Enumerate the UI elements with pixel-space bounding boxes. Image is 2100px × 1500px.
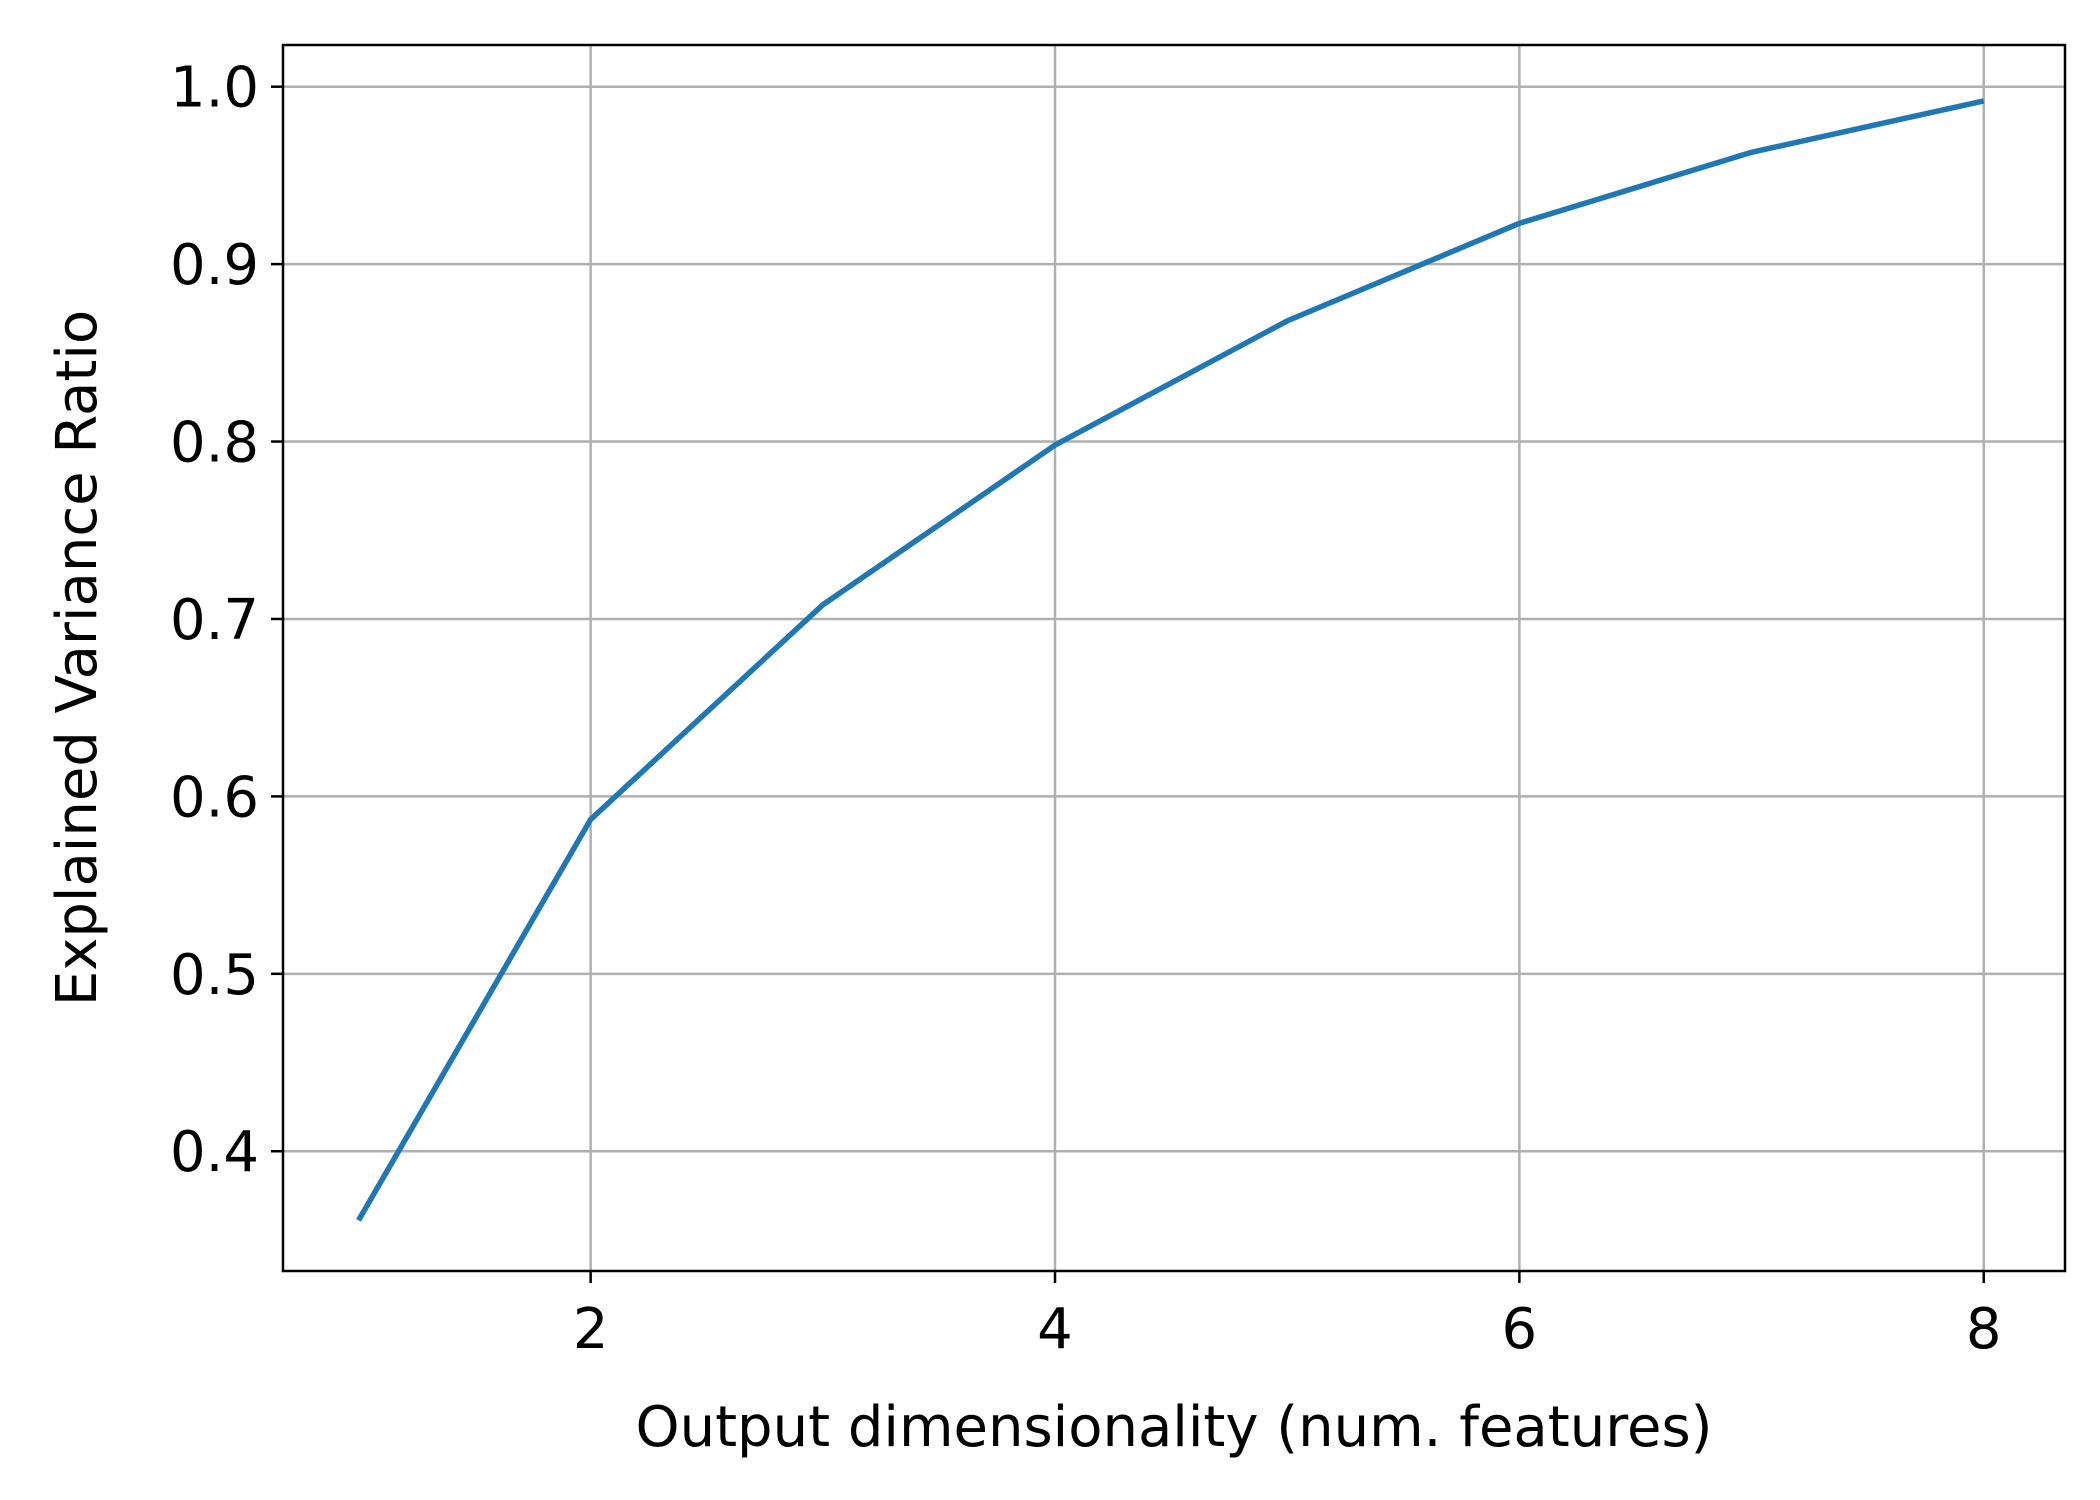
plot-frame [281,43,2067,1273]
x-tick-label: 2 [573,1297,609,1362]
x-tick-label: 4 [1037,1297,1073,1362]
y-tick-label: 0.8 [170,411,259,476]
series-layer [356,98,1985,1222]
y-tick-label: 0.4 [170,1120,259,1185]
x-axis-label: Output dimensionality (num. features) [636,1395,1713,1460]
y-tick-label: 1.0 [170,56,259,121]
series-line-1 [356,98,1985,1222]
y-tick-label: 0.5 [170,943,259,1008]
x-tick-label: 6 [1502,1297,1538,1362]
y-tick-label: 0.6 [170,765,259,830]
y-tick-label: 0.7 [170,588,259,653]
ticks: 2 4 6 8 0.4 0.5 0.6 0.7 0.8 0.9 1.0 [170,56,2002,1362]
grid [283,45,2065,1271]
y-axis-label: Explained Variance Ratio [45,310,110,1006]
y-tick-label: 0.9 [170,233,259,298]
x-tick-label: 8 [1966,1297,2002,1362]
